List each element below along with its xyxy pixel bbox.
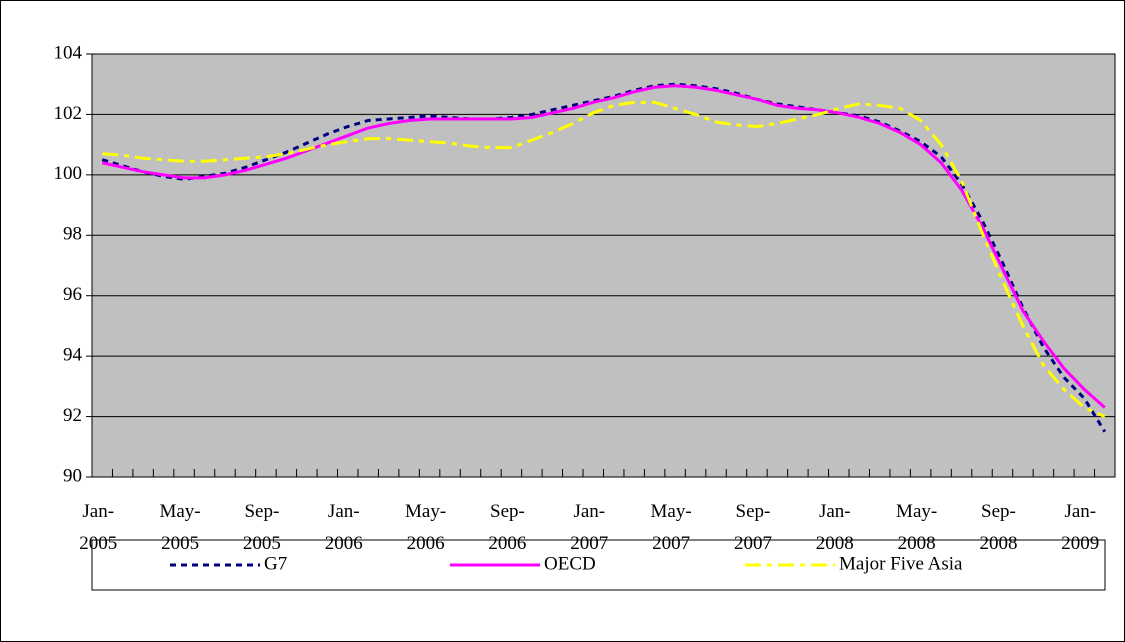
x-tick-label: May- 2006 [405,501,446,554]
x-tick-label-line: Sep- [490,501,525,522]
x-tick-label-line: Jan- [328,501,360,522]
x-tick-label-line: 2007 [734,533,772,554]
x-tick-label: May- 2007 [651,501,692,554]
x-tick-label: Sep- 2007 [734,501,772,554]
x-tick-label: Jan- 2006 [325,501,363,554]
x-tick-label: Jan- 2005 [79,501,117,554]
x-tick-label-line: 2008 [979,533,1017,554]
x-tick-label: Jan- 2008 [816,501,854,554]
legend-box [91,539,1106,591]
x-tick-label-line: Sep- [244,501,279,522]
x-tick-label-line: Jan- [82,501,114,522]
legend-label: OECD [544,553,596,574]
x-tick-label: Sep- 2006 [488,501,526,554]
x-tick-label-line: 2007 [570,533,608,554]
x-tick-label: May- 2008 [896,501,937,554]
plot-area [91,53,1116,478]
y-tick-label: 98 [63,224,82,245]
x-tick-label-line: May- [159,501,200,522]
x-tick-label-line: May- [896,501,937,522]
y-tick-label: 90 [63,465,82,486]
x-tick-label-line: Jan- [819,501,851,522]
y-tick-label: 96 [63,284,82,305]
y-tick-label: 104 [54,42,83,63]
x-tick-label-line: 2005 [79,533,117,554]
y-tick-label: 100 [54,163,83,184]
x-tick-label: Sep- 2008 [979,501,1017,554]
line-series [102,100,1106,418]
line-series [101,84,1106,409]
x-tick-label: Jan- 2009 [1061,501,1099,554]
legend-label: Major Five Asia [839,553,963,574]
x-tick-label-line: 2006 [488,533,526,554]
x-tick-label-line: May- [651,501,692,522]
x-tick-label-line: 2006 [407,533,445,554]
x-tick-label-line: 2005 [243,533,281,554]
x-tick-label-line: Jan- [573,501,605,522]
x-tick-label-line: 2005 [161,533,199,554]
x-tick-label-line: 2007 [652,533,690,554]
y-tick-label: 92 [63,405,82,426]
legend-label: G7 [264,553,287,574]
x-tick-label-line: May- [405,501,446,522]
x-tick-label-line: 2008 [898,533,936,554]
x-tick-label-line: Jan- [1064,501,1096,522]
x-tick-label: Jan- 2007 [570,501,608,554]
y-tick-label: 102 [54,103,83,124]
x-tick-label-line: 2009 [1061,533,1099,554]
x-tick-label-line: Sep- [736,501,771,522]
x-tick-label: Sep- 2005 [243,501,281,554]
x-tick-label: May- 2005 [159,501,200,554]
x-tick-label-line: Sep- [981,501,1016,522]
y-tick-label: 94 [63,345,83,366]
x-tick-label-line: 2006 [325,533,363,554]
x-tick-label-line: 2008 [816,533,854,554]
